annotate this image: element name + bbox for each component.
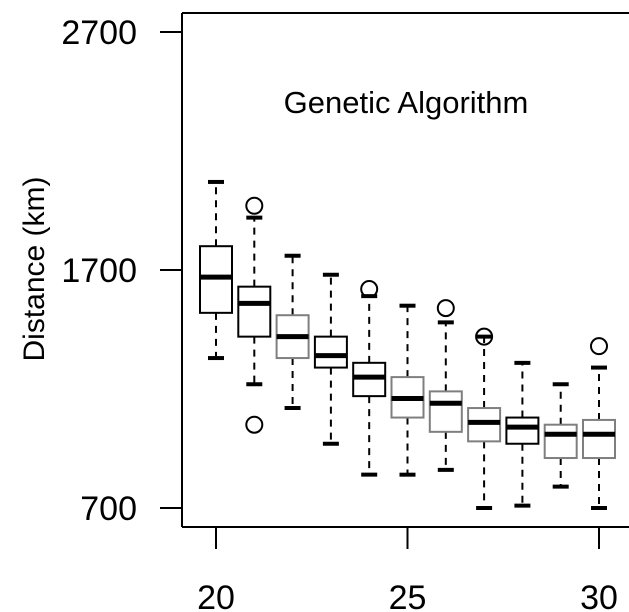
box-group — [352, 280, 387, 477]
x-tick-label: 25 — [389, 579, 427, 612]
x-axis: 20 25 30 — [197, 527, 618, 612]
outlier-point — [245, 196, 264, 215]
x-tick-label: 30 — [580, 579, 618, 612]
y-tick-label: 2700 — [61, 14, 137, 52]
outlier-point — [590, 337, 608, 356]
box-group — [275, 253, 310, 411]
y-tick-label: 1700 — [61, 252, 137, 290]
box-group — [390, 303, 425, 477]
box — [543, 423, 578, 460]
box — [428, 390, 463, 433]
box-group — [543, 382, 578, 489]
box-group — [199, 179, 233, 361]
box-group — [237, 196, 272, 434]
box — [582, 418, 616, 460]
boxes — [199, 179, 616, 510]
x-tick-label: 20 — [197, 579, 235, 612]
box-group — [467, 327, 502, 510]
box — [237, 285, 272, 338]
box-group — [505, 360, 540, 508]
box — [505, 416, 540, 445]
y-tick-label: 700 — [80, 490, 137, 528]
chart-title: Genetic Algorithm — [284, 85, 529, 120]
box-group — [582, 337, 616, 510]
box-group — [428, 299, 463, 472]
outlier-point — [436, 299, 455, 318]
box-group — [313, 272, 348, 446]
outlier-point — [475, 327, 494, 346]
box — [313, 335, 348, 369]
y-axis-title: Distance (km) — [18, 176, 51, 361]
outlier-point — [245, 415, 264, 434]
y-axis: 700 1700 2700 — [61, 14, 182, 528]
outlier-point — [360, 280, 379, 299]
